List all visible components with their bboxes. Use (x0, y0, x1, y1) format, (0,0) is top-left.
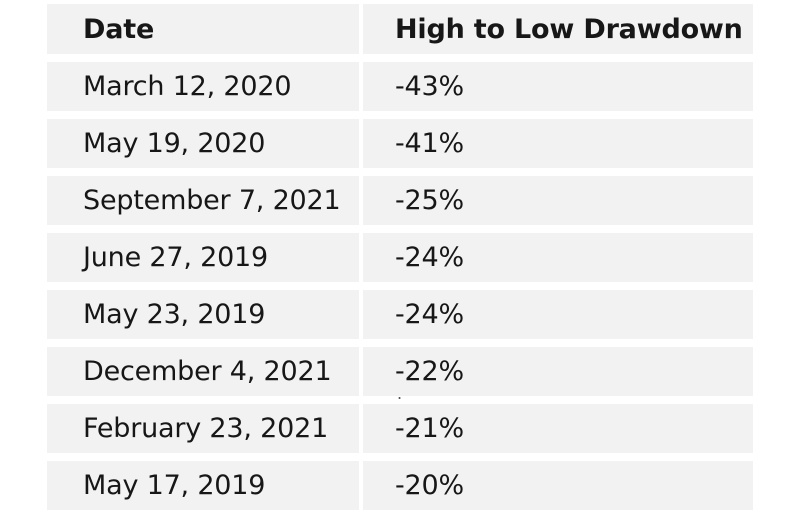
date-cell: May 19, 2020 (47, 119, 359, 168)
drawdown-cell: -25% (363, 176, 753, 225)
date-cell: December 4, 2021 (47, 347, 359, 396)
drawdown-cell: -24% (363, 290, 753, 339)
drawdown-cell: -20% (363, 461, 753, 510)
drawdown-cell: -41% (363, 119, 753, 168)
drawdown-cell: -43% (363, 62, 753, 111)
date-cell: February 23, 2021 (47, 404, 359, 453)
date-cell: September 7, 2021 (47, 176, 359, 225)
column-header-drawdown: High to Low Drawdown (363, 4, 753, 54)
date-cell: March 12, 2020 (47, 62, 359, 111)
date-cell: May 17, 2019 (47, 461, 359, 510)
drawdown-cell: -22% (363, 347, 753, 396)
drawdown-cell: -21% (363, 404, 753, 453)
date-cell: May 23, 2019 (47, 290, 359, 339)
drawdown-cell: -24% (363, 233, 753, 282)
drawdown-table: Date High to Low Drawdown March 12, 2020… (47, 4, 753, 510)
date-cell: June 27, 2019 (47, 233, 359, 282)
column-header-date: Date (47, 4, 359, 54)
